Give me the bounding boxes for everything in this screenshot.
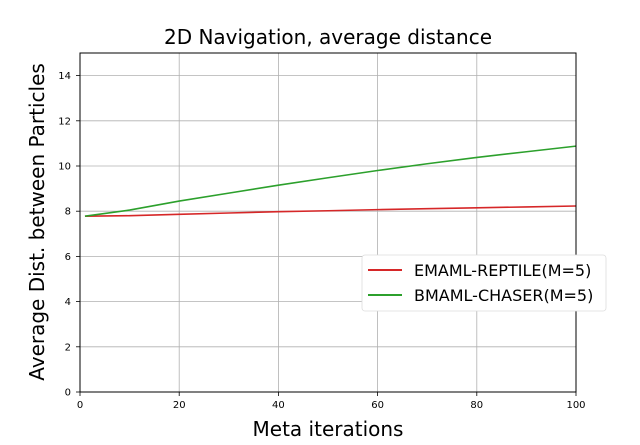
axis-ticks: 0 20 40 60 80 100 0 2 4 6 8 10 12 14 [58, 71, 585, 411]
x-tick-label: 0 [77, 400, 83, 411]
y-tick-label: 12 [58, 116, 71, 127]
y-tick-label: 8 [65, 207, 71, 218]
y-tick-label: 10 [58, 162, 71, 173]
series-lines [84, 145, 577, 217]
chart-title: 2D Navigation, average distance [164, 25, 492, 49]
x-tick-label: 60 [371, 400, 384, 411]
legend-frame [361, 254, 607, 312]
y-tick-label: 4 [65, 297, 71, 308]
grid [79, 53, 577, 393]
x-axis-label: Meta iterations [253, 417, 404, 440]
y-tick-label: 6 [65, 252, 71, 263]
y-tick-label: 14 [58, 71, 71, 82]
legend-label-emaml-reptile: EMAML-REPTILE(M=5) [414, 261, 591, 280]
x-tick-label: 40 [272, 400, 285, 411]
x-tick-label: 20 [173, 400, 186, 411]
series-line-emaml-reptile [84, 205, 577, 217]
series-line-bmaml-chaser [84, 145, 577, 217]
y-axis-label: Average Dist. between Particles [25, 63, 49, 381]
y-tick-label: 0 [65, 388, 71, 399]
legend-label-bmaml-chaser: BMAML-CHASER(M=5) [414, 286, 593, 305]
x-tick-label: 100 [566, 400, 585, 411]
x-tick-label: 80 [470, 400, 483, 411]
y-tick-label: 2 [65, 342, 71, 353]
plot-area-frame [79, 52, 577, 393]
legend: EMAML-REPTILE(M=5) BMAML-CHASER(M=5) [361, 254, 607, 312]
